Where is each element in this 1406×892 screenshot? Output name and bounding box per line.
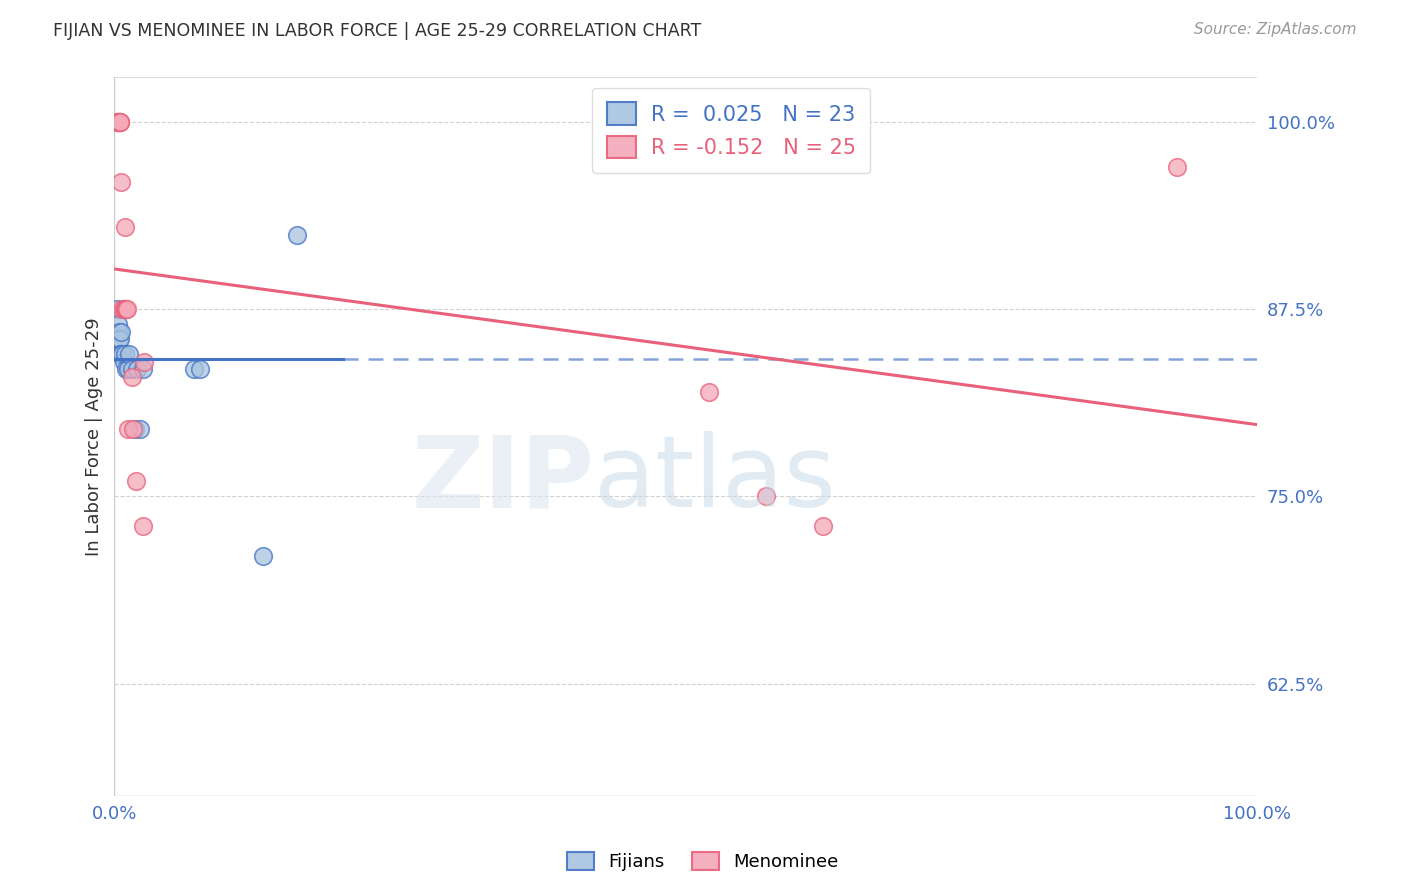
Point (285, 227, 308, 242)
Point (134, 355, 156, 369)
Point (111, 347, 134, 361)
Legend: R =  0.025   N = 23, R = -0.152   N = 25: R = 0.025 N = 23, R = -0.152 N = 25 (592, 87, 870, 173)
Text: FIJIAN VS MENOMINEE IN LABOR FORCE | AGE 25-29 CORRELATION CHART: FIJIAN VS MENOMINEE IN LABOR FORCE | AGE… (53, 22, 702, 40)
Point (127, 362, 149, 376)
Point (697, 384, 720, 399)
Point (183, 362, 205, 376)
Y-axis label: In Labor Force | Age 25-29: In Labor Force | Age 25-29 (86, 318, 103, 556)
Point (125, 475, 148, 489)
Point (755, 490, 778, 504)
Point (105, 115, 128, 129)
Point (115, 362, 138, 376)
Point (121, 369, 143, 384)
Point (115, 302, 138, 317)
Text: ZIP: ZIP (412, 431, 595, 528)
Point (112, 302, 135, 317)
Point (188, 362, 211, 376)
Point (1166, 160, 1188, 174)
Point (124, 422, 146, 436)
Point (252, 549, 274, 564)
Point (105, 302, 128, 317)
Point (118, 347, 141, 361)
Point (108, 332, 131, 346)
Point (108, 115, 131, 129)
Point (110, 347, 132, 361)
Point (132, 362, 155, 376)
Point (107, 115, 129, 129)
Point (110, 325, 132, 339)
Point (117, 422, 139, 436)
Point (108, 115, 131, 129)
Point (121, 362, 143, 376)
Point (108, 115, 131, 129)
Text: atlas: atlas (595, 431, 837, 528)
Point (107, 115, 129, 129)
Point (114, 347, 136, 361)
Point (111, 302, 134, 317)
Point (121, 422, 143, 436)
Point (114, 220, 136, 235)
Point (132, 519, 155, 533)
Point (128, 422, 150, 436)
Point (107, 318, 129, 332)
Point (108, 325, 131, 339)
Point (117, 362, 139, 376)
Point (108, 347, 131, 361)
Point (110, 175, 132, 189)
Legend: Fijians, Menominee: Fijians, Menominee (560, 845, 846, 879)
Point (108, 332, 131, 346)
Point (108, 115, 131, 129)
Point (114, 302, 136, 317)
Text: Source: ZipAtlas.com: Source: ZipAtlas.com (1194, 22, 1357, 37)
Point (108, 115, 131, 129)
Point (811, 519, 834, 533)
Point (115, 302, 138, 317)
Point (112, 355, 135, 369)
